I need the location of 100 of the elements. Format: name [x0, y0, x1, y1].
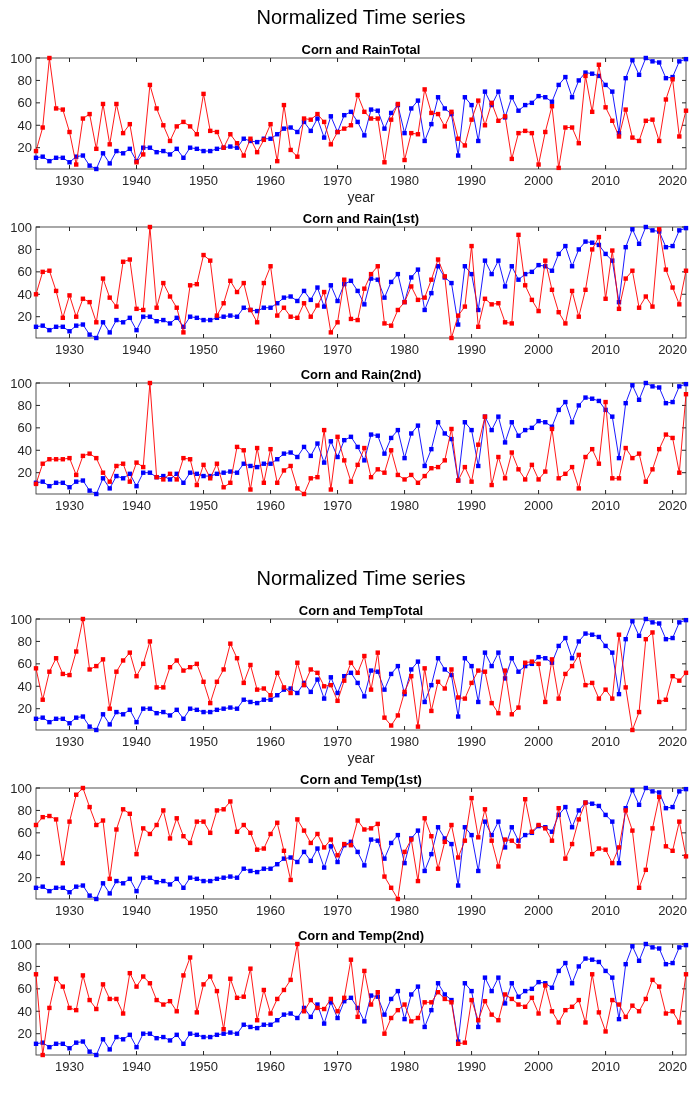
x-tick-label: 1970 — [323, 342, 353, 357]
x-tick-label: 1950 — [189, 1059, 218, 1074]
x-tick-label: 1940 — [122, 342, 151, 357]
x-tick-label: 2010 — [591, 903, 621, 918]
y-tick-label: 20 — [17, 140, 32, 156]
x-axis-title: year — [347, 189, 375, 205]
x-tick-label: 1930 — [55, 498, 84, 513]
x-tick-label: 1980 — [390, 903, 420, 918]
y-tick-label: 80 — [17, 72, 32, 88]
x-tick-label: 2000 — [524, 734, 554, 749]
x-tick-label: 1980 — [390, 734, 420, 749]
y-tick-label: 60 — [17, 95, 32, 111]
x-tick-label: 1940 — [122, 498, 151, 513]
x-tick-label: 1950 — [189, 903, 218, 918]
y-tick-label: 100 — [10, 50, 32, 66]
x-tick-label: 1980 — [390, 342, 420, 357]
chart-title: Corn and Rain(1st) — [302, 211, 420, 226]
x-tick-label: 1970 — [323, 498, 353, 513]
y-tick-label: 100 — [10, 611, 32, 627]
x-tick-label: 1940 — [122, 903, 151, 918]
x-tick-label: 1940 — [122, 734, 151, 749]
chart-title: Corn and Temp(1st) — [300, 772, 422, 787]
x-tick-label: 1930 — [55, 342, 84, 357]
x-tick-label: 1950 — [189, 498, 218, 513]
x-tick-label: 1980 — [390, 173, 420, 188]
x-axis-title: year — [347, 750, 375, 766]
chart-title: Corn and Rain(2nd) — [300, 367, 422, 382]
y-tick-label: 60 — [17, 825, 32, 841]
y-tick-label: 40 — [17, 442, 32, 458]
x-tick-label: 1940 — [122, 1059, 151, 1074]
x-tick-label: 2000 — [524, 498, 554, 513]
x-tick-label: 1930 — [55, 173, 84, 188]
y-tick-label: 20 — [17, 1026, 32, 1042]
chart-title: Normalized Time series — [256, 6, 466, 28]
x-tick-label: 2020 — [658, 1059, 688, 1074]
x-tick-label: 1930 — [55, 734, 84, 749]
x-tick-label: 2010 — [591, 734, 621, 749]
x-tick-label: 2020 — [658, 173, 688, 188]
x-tick-label: 2010 — [591, 342, 621, 357]
y-tick-label: 40 — [17, 286, 32, 302]
y-tick-label: 40 — [17, 678, 32, 694]
x-tick-label: 1930 — [55, 903, 84, 918]
x-tick-label: 1950 — [189, 342, 218, 357]
chart-title: Normalized Time series — [256, 567, 466, 589]
x-tick-label: 1970 — [323, 903, 353, 918]
x-tick-label: 1970 — [323, 734, 353, 749]
y-tick-label: 40 — [17, 1003, 32, 1019]
x-tick-label: 1940 — [122, 173, 151, 188]
x-tick-label: 2020 — [658, 903, 688, 918]
y-tick-label: 100 — [10, 936, 32, 952]
y-tick-label: 80 — [17, 802, 32, 818]
x-tick-label: 1980 — [390, 498, 420, 513]
x-tick-label: 2020 — [658, 342, 688, 357]
x-tick-label: 1950 — [189, 734, 218, 749]
y-tick-label: 80 — [17, 958, 32, 974]
x-tick-label: 1970 — [323, 1059, 353, 1074]
x-tick-label: 2000 — [524, 173, 554, 188]
y-tick-label: 40 — [17, 117, 32, 133]
y-tick-label: 60 — [17, 656, 32, 672]
x-tick-label: 1990 — [457, 1059, 487, 1074]
x-tick-label: 1980 — [390, 1059, 420, 1074]
y-tick-label: 60 — [17, 264, 32, 280]
y-tick-label: 60 — [17, 981, 32, 997]
x-tick-label: 2020 — [658, 734, 688, 749]
chart-subtitle: Corn and RainTotal — [301, 42, 421, 57]
x-tick-label: 1960 — [256, 1059, 285, 1074]
x-tick-label: 2000 — [524, 1059, 554, 1074]
y-tick-label: 100 — [10, 219, 32, 235]
x-tick-label: 1960 — [256, 903, 285, 918]
y-tick-label: 20 — [17, 701, 32, 717]
x-tick-label: 2010 — [591, 1059, 621, 1074]
x-tick-label: 1990 — [457, 498, 487, 513]
x-tick-label: 2000 — [524, 342, 554, 357]
y-tick-label: 100 — [10, 375, 32, 391]
x-tick-label: 1960 — [256, 173, 285, 188]
chart-title: Corn and Temp(2nd) — [297, 928, 425, 943]
y-tick-label: 20 — [17, 465, 32, 481]
x-tick-label: 1960 — [256, 498, 285, 513]
y-tick-label: 60 — [17, 420, 32, 436]
x-tick-label: 2020 — [658, 498, 688, 513]
y-tick-label: 80 — [17, 633, 32, 649]
y-tick-label: 40 — [17, 847, 32, 863]
x-tick-label: 1990 — [457, 173, 487, 188]
x-tick-label: 1960 — [256, 342, 285, 357]
y-tick-label: 80 — [17, 241, 32, 257]
x-tick-label: 1990 — [457, 903, 487, 918]
y-tick-label: 80 — [17, 397, 32, 413]
x-tick-label: 1950 — [189, 173, 218, 188]
x-tick-label: 2010 — [591, 173, 621, 188]
x-tick-label: 2010 — [591, 498, 621, 513]
chart-subtitle: Corn and TempTotal — [298, 603, 424, 618]
x-tick-label: 1970 — [323, 173, 353, 188]
x-tick-label: 2000 — [524, 903, 554, 918]
x-tick-label: 1960 — [256, 734, 285, 749]
x-tick-label: 1990 — [457, 734, 487, 749]
y-tick-label: 20 — [17, 309, 32, 325]
x-tick-label: 1990 — [457, 342, 487, 357]
y-tick-label: 20 — [17, 870, 32, 886]
y-tick-label: 100 — [10, 780, 32, 796]
x-tick-label: 1930 — [55, 1059, 84, 1074]
